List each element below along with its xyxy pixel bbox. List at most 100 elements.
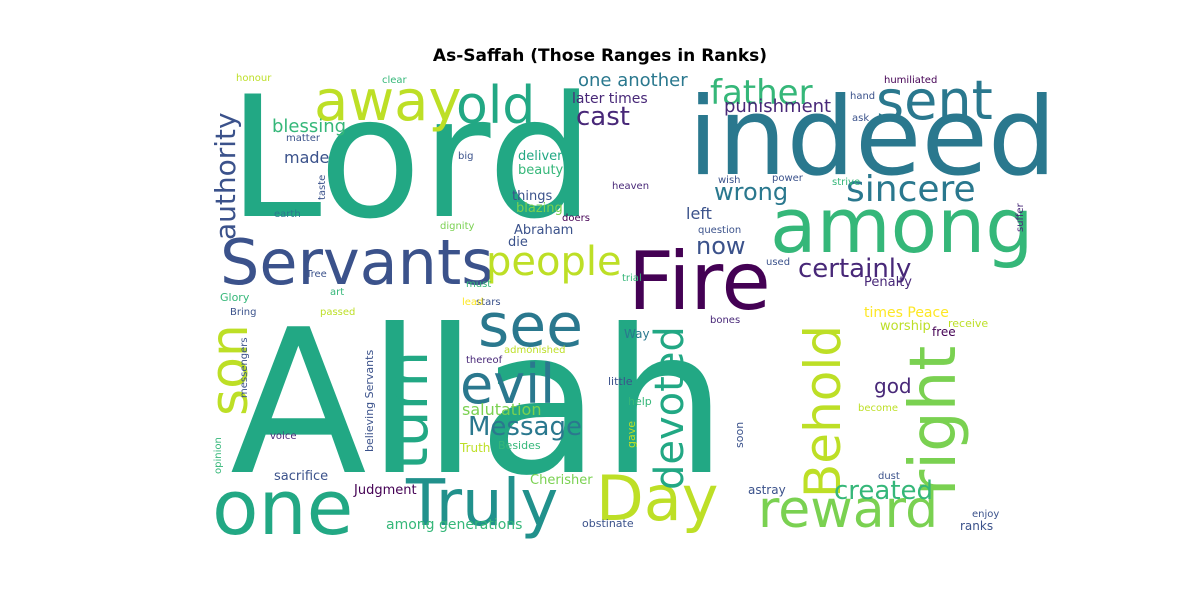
word: believing Servants <box>363 349 376 452</box>
word: voice <box>270 431 297 442</box>
word: right <box>897 345 971 496</box>
word: thereof <box>466 355 503 366</box>
word: receive <box>948 317 989 330</box>
word: away <box>314 69 462 134</box>
word: question <box>698 225 742 236</box>
word: reward <box>758 480 939 540</box>
word: worship <box>880 319 931 334</box>
word: indeed <box>688 75 1057 200</box>
word: people <box>486 239 622 285</box>
word: Bring <box>230 307 257 318</box>
word: Abraham <box>514 223 574 238</box>
word: father <box>710 73 813 113</box>
word: suffer <box>1015 203 1026 232</box>
word: Penalty <box>864 275 912 290</box>
word: blessing <box>272 116 347 137</box>
word: left <box>686 204 712 223</box>
word: stars <box>476 297 501 308</box>
word: heaven <box>612 181 650 192</box>
word: enjoy <box>972 509 1000 520</box>
word: times Peace <box>864 305 949 321</box>
word: Behold <box>794 325 852 498</box>
word: humiliated <box>884 75 938 86</box>
word: opinion <box>213 437 224 474</box>
word: doers <box>562 213 590 224</box>
word: ranks <box>960 519 994 533</box>
word: ask <box>852 113 870 124</box>
word: evil <box>460 353 556 416</box>
word: Allah <box>230 287 728 520</box>
word: help <box>628 395 652 408</box>
word: dignity <box>440 221 475 232</box>
word: become <box>858 403 899 414</box>
word: one another <box>578 70 688 91</box>
word: earth <box>274 209 301 220</box>
word: see <box>478 291 584 361</box>
word: admonished <box>504 345 566 356</box>
word: salutation <box>462 400 542 419</box>
word: cast <box>576 102 630 132</box>
word: certainly <box>798 254 912 284</box>
word: created <box>834 476 934 506</box>
word: sent <box>876 69 993 132</box>
word: bones <box>710 315 741 326</box>
word: Besides <box>498 439 541 452</box>
word: big <box>458 151 474 162</box>
word: Day <box>596 462 719 535</box>
word: turn <box>373 350 441 470</box>
word: authority <box>209 112 242 240</box>
word: made <box>284 148 330 167</box>
word: god <box>874 374 912 398</box>
word: old <box>456 76 536 136</box>
word: soon <box>733 421 746 448</box>
word: punishment <box>724 96 832 117</box>
word: clear <box>382 75 407 86</box>
word: art <box>330 287 345 298</box>
word: Lord <box>228 60 595 256</box>
word: strive <box>832 177 861 188</box>
word: among generations <box>386 517 523 533</box>
word: hand <box>850 91 876 102</box>
word: things <box>512 189 553 204</box>
word: honour <box>236 73 272 84</box>
word: used <box>766 257 791 268</box>
word: Fire <box>628 235 771 328</box>
word: passed <box>320 307 356 318</box>
word: Judgment <box>354 483 417 498</box>
word: one <box>212 463 354 552</box>
word: Servants <box>220 226 494 299</box>
word: now <box>696 232 746 260</box>
word: die <box>508 235 528 250</box>
word: wish <box>718 175 741 186</box>
word: Truly <box>406 467 559 541</box>
word: devoted <box>647 326 693 490</box>
word: obstinate <box>582 517 634 530</box>
word: free <box>932 325 956 339</box>
word: Way <box>624 327 650 341</box>
chart-title: As-Saffah (Those Ranges in Ranks) <box>432 46 768 66</box>
word: matter <box>286 133 320 144</box>
word: beauty <box>518 163 564 178</box>
word: messengers <box>239 337 250 398</box>
word: Glory <box>220 291 250 304</box>
word: Tree <box>306 269 327 280</box>
word: delivered <box>518 149 579 164</box>
word: dust <box>878 471 900 482</box>
word: among <box>770 181 1034 270</box>
word: Cherisher <box>530 473 593 488</box>
word: sacrifice <box>274 469 329 484</box>
word: blazing <box>516 201 563 216</box>
word: little <box>608 375 633 388</box>
word: lead <box>462 297 484 308</box>
word: wrong <box>714 178 789 206</box>
word: astray <box>748 483 786 497</box>
word: gave <box>625 420 638 448</box>
word: Message <box>468 412 582 442</box>
word: Truth <box>460 441 491 455</box>
word-cloud: Allah Lord indeed among Servants Fire ri… <box>200 60 1056 546</box>
word: sincere <box>846 169 976 210</box>
word: power <box>772 173 803 184</box>
word: later times <box>572 91 648 107</box>
word: must <box>466 279 492 290</box>
word: taste <box>317 174 328 200</box>
